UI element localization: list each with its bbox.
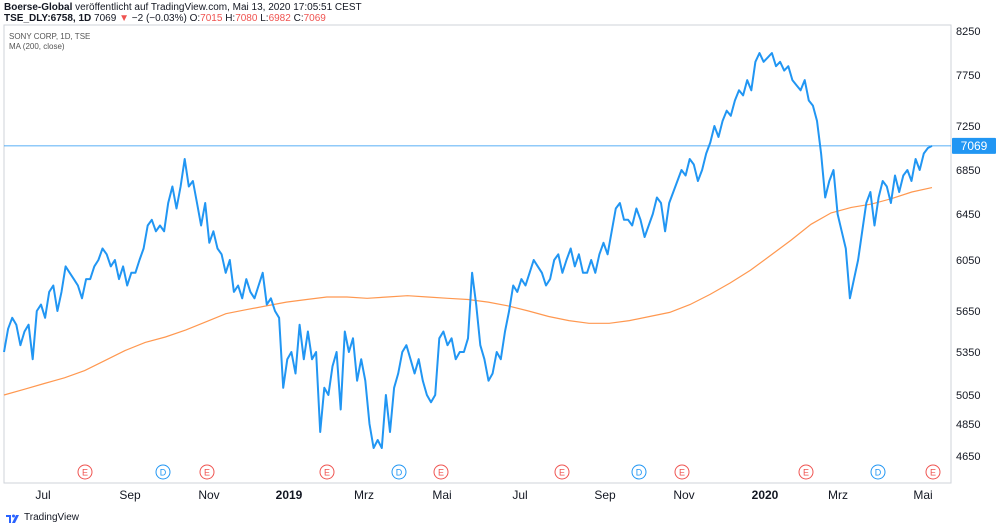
- high-value: 7080: [235, 13, 258, 24]
- earnings-marker[interactable]: E: [319, 464, 335, 480]
- earnings-marker[interactable]: E: [433, 464, 449, 480]
- dividend-marker[interactable]: D: [155, 464, 171, 480]
- x-tick-label: Sep: [594, 488, 616, 502]
- y-tick-label: 4650: [956, 451, 980, 463]
- symbol-label: TSE_DLY:6758, 1D: [4, 13, 92, 24]
- svg-text:E: E: [82, 468, 88, 478]
- change-arrow-icon: ▼: [119, 13, 129, 24]
- open-label: O:: [189, 13, 201, 24]
- last-price-tag-box: [952, 137, 996, 154]
- price-line: [3, 52, 933, 449]
- ma-200-line: [3, 187, 933, 396]
- earnings-marker[interactable]: E: [77, 464, 93, 480]
- last-price-tag: 7069: [952, 137, 996, 154]
- tradingview-footer[interactable]: TradingView: [6, 512, 79, 523]
- x-tick-label: Jul: [35, 488, 50, 502]
- svg-text:E: E: [803, 468, 809, 478]
- y-tick-label: 7750: [956, 70, 980, 82]
- high-label: H:: [225, 13, 236, 24]
- change-value: −2 (−0.03%): [131, 13, 187, 24]
- svg-text:E: E: [324, 468, 330, 478]
- brand-label: TradingView: [24, 512, 80, 523]
- ohlc-line: TSE_DLY:6758, 1D 7069 ▼ −2 (−0.03%) O:70…: [4, 13, 326, 25]
- publisher-name: Boerse-Global: [4, 2, 73, 13]
- y-tick-label: 6850: [956, 165, 980, 177]
- publish-text: veröffentlicht auf TradingView.com, Mai …: [75, 2, 362, 13]
- x-tick-label: Mai: [913, 488, 932, 502]
- x-tick-label: Sep: [119, 488, 141, 502]
- svg-text:D: D: [875, 468, 882, 478]
- y-tick-label: 5050: [956, 390, 980, 402]
- y-tick-label: 6450: [956, 209, 980, 221]
- last-price: 7069: [94, 13, 117, 24]
- dividend-marker[interactable]: D: [631, 464, 647, 480]
- plot-frame: [3, 24, 952, 484]
- x-tick-label: Mai: [432, 488, 451, 502]
- legend-instrument: SONY CORP, 1D, TSE: [9, 32, 90, 41]
- earnings-marker[interactable]: E: [798, 464, 814, 480]
- dividend-marker[interactable]: D: [391, 464, 407, 480]
- close-value: 7069: [303, 13, 326, 24]
- x-tick-label: Jul: [512, 488, 527, 502]
- y-tick-label: 5350: [956, 347, 980, 359]
- y-tick-label: 7250: [956, 121, 980, 133]
- tradingview-logo-icon: [6, 514, 19, 523]
- svg-text:E: E: [438, 468, 444, 478]
- dividend-marker[interactable]: D: [870, 464, 886, 480]
- svg-text:E: E: [930, 468, 936, 478]
- svg-text:E: E: [204, 468, 210, 478]
- earnings-marker[interactable]: E: [199, 464, 215, 480]
- low-value: 6982: [268, 13, 291, 24]
- earnings-marker[interactable]: E: [674, 464, 690, 480]
- open-value: 7015: [200, 13, 223, 24]
- low-label: L:: [260, 13, 269, 24]
- close-label: C:: [293, 13, 304, 24]
- x-tick-label: Mrz: [354, 488, 374, 502]
- publish-info: Boerse-Global veröffentlicht auf Trading…: [4, 2, 362, 14]
- svg-text:E: E: [559, 468, 565, 478]
- y-tick-label: 5650: [956, 306, 980, 318]
- earnings-marker[interactable]: E: [554, 464, 570, 480]
- svg-text:E: E: [679, 468, 685, 478]
- earnings-marker[interactable]: E: [925, 464, 941, 480]
- last-price-tag-label: 7069: [961, 139, 988, 153]
- y-tick-label: 8250: [956, 26, 980, 38]
- svg-text:D: D: [636, 468, 643, 478]
- y-tick-label: 4850: [956, 419, 980, 431]
- y-tick-label: 6050: [956, 255, 980, 267]
- x-tick-label: Mrz: [828, 488, 848, 502]
- svg-text:D: D: [396, 468, 403, 478]
- svg-text:D: D: [160, 468, 167, 478]
- x-tick-label: 2019: [276, 488, 303, 502]
- x-tick-label: Nov: [673, 488, 694, 502]
- price-chart[interactable]: SONY CORP, 1D, TSE MA (200, close) 4650 4…: [0, 0, 1000, 510]
- x-tick-label: Nov: [198, 488, 219, 502]
- x-tick-label: 2020: [752, 488, 779, 502]
- legend-indicator: MA (200, close): [9, 42, 65, 51]
